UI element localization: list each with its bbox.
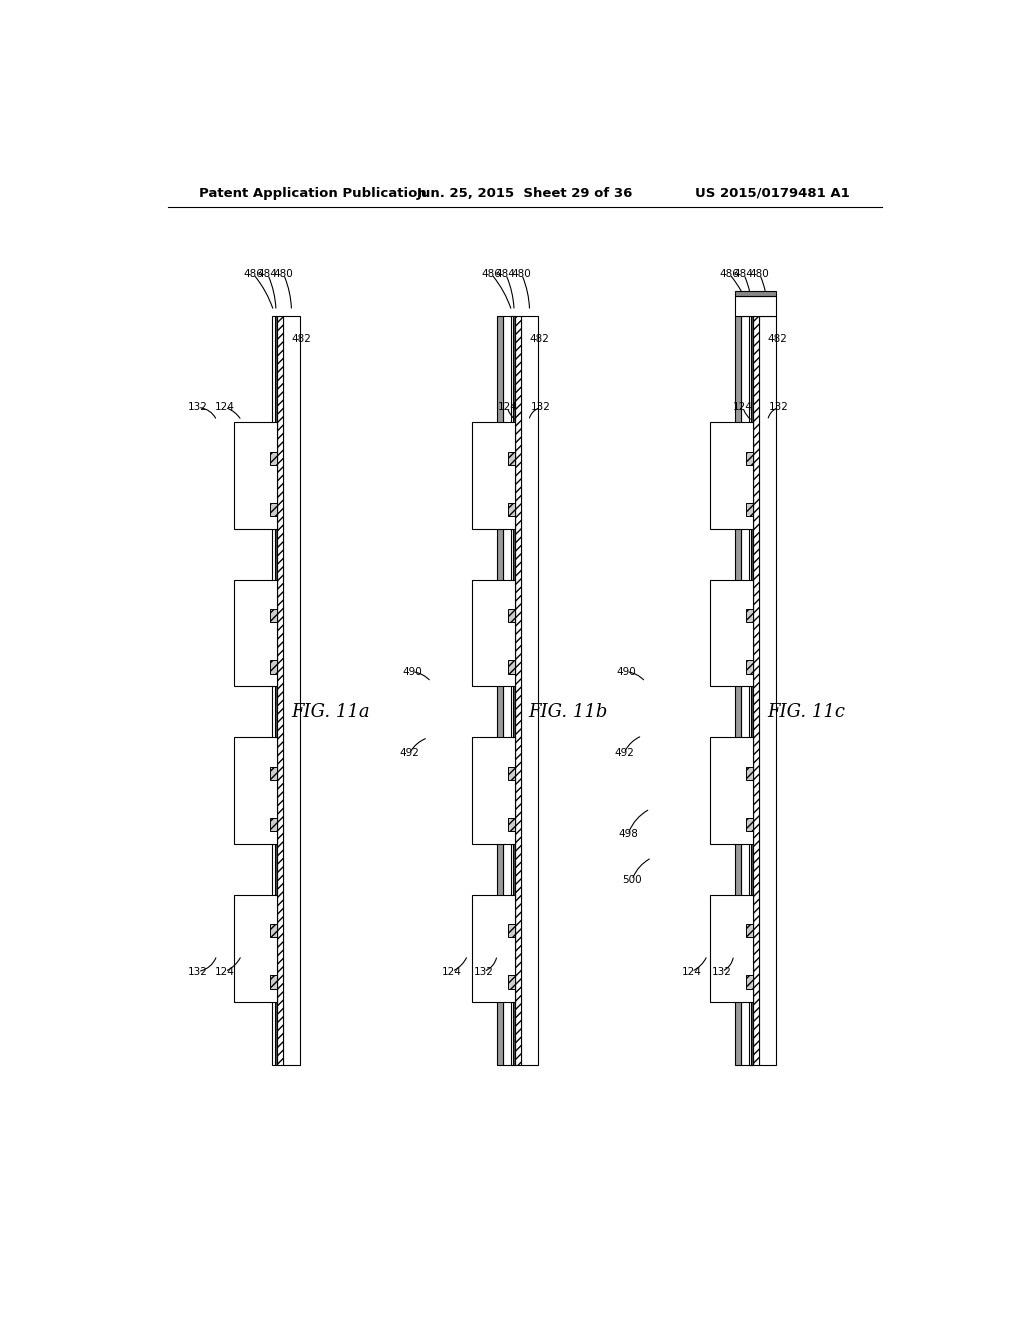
Text: Patent Application Publication: Patent Application Publication [200, 187, 427, 199]
Bar [233, 579, 278, 686]
Bar [746, 503, 754, 516]
Text: 484: 484 [734, 269, 754, 280]
Bar [270, 818, 278, 832]
Bar [472, 579, 515, 686]
Bar [515, 315, 521, 1065]
Bar [746, 767, 754, 780]
Text: FIG. 11c: FIG. 11c [768, 704, 846, 721]
Bar [272, 315, 274, 1065]
Bar [508, 503, 515, 516]
Bar [754, 315, 759, 1065]
Bar [270, 660, 278, 673]
Bar [472, 895, 515, 1002]
Text: 498: 498 [618, 829, 638, 840]
Bar [749, 315, 751, 1065]
Bar [740, 315, 754, 1065]
Text: 124: 124 [215, 403, 234, 412]
Text: 480: 480 [750, 269, 770, 280]
Bar [233, 738, 278, 843]
Text: 482: 482 [529, 334, 549, 345]
Bar [270, 503, 278, 516]
Text: 482: 482 [767, 334, 787, 345]
Bar [270, 975, 278, 989]
Bar [521, 315, 539, 1065]
Bar [710, 738, 754, 843]
Bar [710, 579, 754, 686]
Bar [503, 315, 515, 1065]
Bar [472, 422, 515, 529]
Bar [233, 895, 278, 1002]
Text: 132: 132 [187, 966, 208, 977]
Bar [735, 290, 776, 296]
Bar [746, 975, 754, 989]
Bar [735, 315, 740, 1065]
Text: FIG. 11b: FIG. 11b [528, 704, 608, 721]
Text: 490: 490 [616, 667, 636, 677]
Bar [759, 315, 776, 1065]
Bar [746, 924, 754, 937]
Bar [274, 315, 278, 1065]
Text: 500: 500 [623, 875, 642, 884]
Bar [508, 609, 515, 623]
Text: 124: 124 [682, 966, 701, 977]
Text: 480: 480 [273, 269, 294, 280]
Bar [508, 975, 515, 989]
Text: 132: 132 [187, 403, 208, 412]
Bar [513, 315, 515, 1065]
Text: 492: 492 [399, 748, 420, 758]
Bar [270, 609, 278, 623]
Bar [508, 767, 515, 780]
Bar [710, 895, 754, 1002]
Text: 124: 124 [733, 403, 753, 412]
Bar [511, 315, 513, 1065]
Bar [508, 660, 515, 673]
Bar [746, 609, 754, 623]
Bar [508, 818, 515, 832]
Bar [710, 422, 754, 529]
Text: 132: 132 [530, 403, 551, 412]
Bar [735, 296, 776, 315]
Text: 484: 484 [496, 269, 516, 280]
Bar [278, 315, 283, 1065]
Bar [746, 451, 754, 465]
Text: 132: 132 [712, 966, 731, 977]
Text: 124: 124 [498, 403, 517, 412]
Bar [283, 315, 300, 1065]
Bar [472, 738, 515, 843]
Text: 480: 480 [512, 269, 531, 280]
Text: 486: 486 [244, 269, 263, 280]
Text: 482: 482 [291, 334, 311, 345]
Bar [751, 315, 754, 1065]
Text: 486: 486 [720, 269, 739, 280]
Text: US 2015/0179481 A1: US 2015/0179481 A1 [695, 187, 850, 199]
Text: 124: 124 [215, 966, 234, 977]
Bar [497, 315, 503, 1065]
Bar [508, 451, 515, 465]
Bar [508, 924, 515, 937]
Text: 486: 486 [481, 269, 502, 280]
Bar [233, 422, 278, 529]
Bar [746, 660, 754, 673]
Text: 132: 132 [473, 966, 494, 977]
Text: 492: 492 [614, 748, 634, 758]
Text: 490: 490 [402, 667, 422, 677]
Bar [746, 818, 754, 832]
Text: Jun. 25, 2015  Sheet 29 of 36: Jun. 25, 2015 Sheet 29 of 36 [417, 187, 633, 199]
Bar [270, 924, 278, 937]
Text: 124: 124 [441, 966, 462, 977]
Text: 132: 132 [769, 403, 788, 412]
Text: FIG. 11a: FIG. 11a [291, 704, 370, 721]
Text: 484: 484 [258, 269, 278, 280]
Bar [270, 451, 278, 465]
Bar [270, 767, 278, 780]
